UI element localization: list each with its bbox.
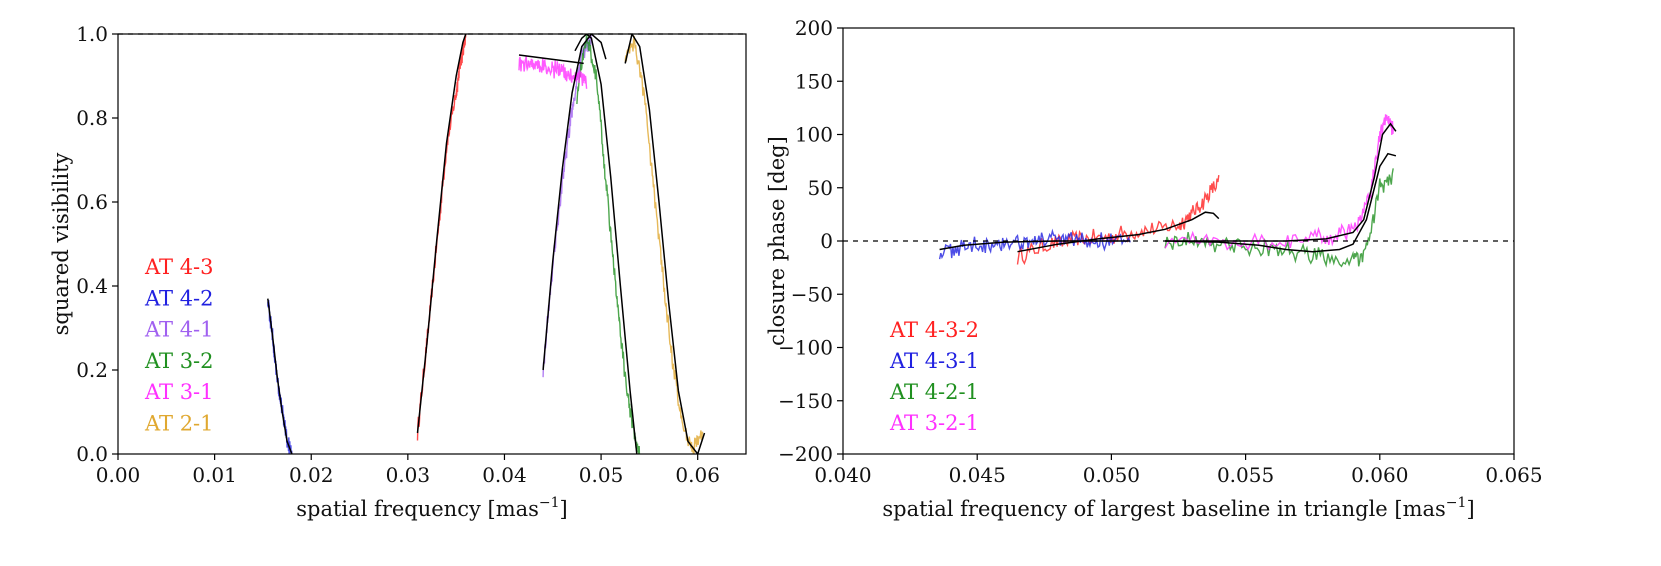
vis-series-6 [624, 35, 704, 454]
cp-y-tick-label: −150 [778, 389, 833, 413]
cp-y-tick-label: 0 [820, 229, 833, 253]
closure-phase-y-ticks: −200 −150 −100 −50 0 50 100 150 200 [778, 16, 843, 466]
cp-legend-entry: AT 4-3-1 [889, 349, 979, 373]
vis-x-tick-label: 0.02 [289, 463, 334, 487]
cp-fit-4 [1165, 122, 1397, 242]
vis-legend-entry: AT 4-2 [144, 286, 214, 310]
vis-x-tick-label: 0.05 [579, 463, 624, 487]
vis-y-tick-label: 0.4 [76, 274, 108, 298]
closure-phase-legend: AT 4-3-2 AT 4-3-1 AT 4-2-1 AT 3-2-1 [889, 318, 979, 435]
vis-x-tick-label: 0.03 [386, 463, 431, 487]
vis-fit-3 [542, 34, 607, 371]
vis-legend-entry: AT 4-3 [144, 255, 214, 279]
vis-x-tick-label: 0.01 [192, 463, 237, 487]
cp-legend-entry: AT 4-2-1 [889, 380, 979, 404]
visibility-y-axis-label: squared visibility [49, 152, 73, 335]
visibility-data-layer [267, 34, 706, 454]
vis-y-tick-label: 0.0 [76, 442, 108, 466]
cp-y-tick-label: −100 [778, 336, 833, 360]
cp-legend-entry: AT 3-2-1 [889, 411, 979, 435]
cp-x-tick-label: 0.040 [814, 463, 871, 487]
cp-legend-entry: AT 4-3-2 [889, 318, 979, 342]
cp-y-tick-label: 200 [795, 16, 833, 40]
vis-x-tick-label: 0.06 [675, 463, 720, 487]
vis-y-tick-label: 1.0 [76, 22, 108, 46]
cp-x-tick-label: 0.050 [1083, 463, 1140, 487]
closure-phase-y-axis-label: closure phase [deg] [765, 136, 789, 346]
cp-y-tick-label: −200 [778, 442, 833, 466]
vis-legend-entry: AT 4-1 [144, 318, 214, 342]
cp-series-1 [1016, 175, 1220, 266]
cp-x-tick-label: 0.055 [1217, 463, 1274, 487]
visibility-legend: AT 4-3 AT 4-2 AT 4-1 AT 3-2 AT 3-1 AT 2-1 [144, 255, 214, 436]
closure-phase-x-ticks: 0.040 0.045 0.050 0.055 0.060 0.065 [814, 454, 1543, 487]
vis-y-tick-label: 0.2 [76, 358, 108, 382]
cp-x-tick-label: 0.060 [1351, 463, 1408, 487]
vis-fit-4 [574, 34, 638, 454]
visibility-chart: 0.00 0.01 0.02 0.03 0.04 0.05 0.06 0.00.20.40.… [49, 22, 747, 521]
cp-fit-1 [1017, 211, 1220, 253]
vis-x-tick-label: 0.04 [482, 463, 527, 487]
closure-phase-chart: 0.040 0.045 0.050 0.055 0.060 0.065 −200−150−… [765, 16, 1543, 521]
visibility-x-axis-label: spatial frequency [mas−1] [296, 495, 568, 521]
vis-legend-entry: AT 2-1 [144, 412, 214, 436]
vis-fit-5 [518, 54, 584, 65]
vis-y-tick-label: 0.8 [76, 106, 108, 130]
cp-y-tick-label: 50 [808, 176, 833, 200]
closure-phase-data-layer [938, 114, 1397, 268]
vis-series-5 [518, 55, 588, 89]
vis-fit-1 [416, 34, 467, 434]
visibility-plot-frame [117, 33, 747, 455]
vis-fit-6 [624, 34, 706, 454]
visibility-x-ticks: 0.00 0.01 0.02 0.03 0.04 0.05 0.06 [96, 454, 720, 487]
cp-y-tick-label: 100 [795, 123, 833, 147]
vis-legend-entry: AT 3-1 [144, 380, 214, 404]
cp-y-tick-label: −50 [791, 282, 833, 306]
vis-legend-entry: AT 3-2 [144, 349, 214, 373]
vis-x-tick-label: 0.00 [96, 463, 141, 487]
vis-fit-2 [267, 298, 293, 454]
vis-y-tick-label: 0.6 [76, 190, 108, 214]
visibility-y-ticks: 0.0 0.2 0.4 0.6 0.8 1.0 [76, 22, 118, 466]
cp-x-tick-label: 0.045 [949, 463, 1006, 487]
closure-phase-x-axis-label: spatial frequency of largest baseline in… [882, 495, 1474, 521]
cp-y-tick-label: 150 [795, 69, 833, 93]
cp-x-tick-label: 0.065 [1485, 463, 1542, 487]
cp-fit-3 [1165, 152, 1397, 253]
